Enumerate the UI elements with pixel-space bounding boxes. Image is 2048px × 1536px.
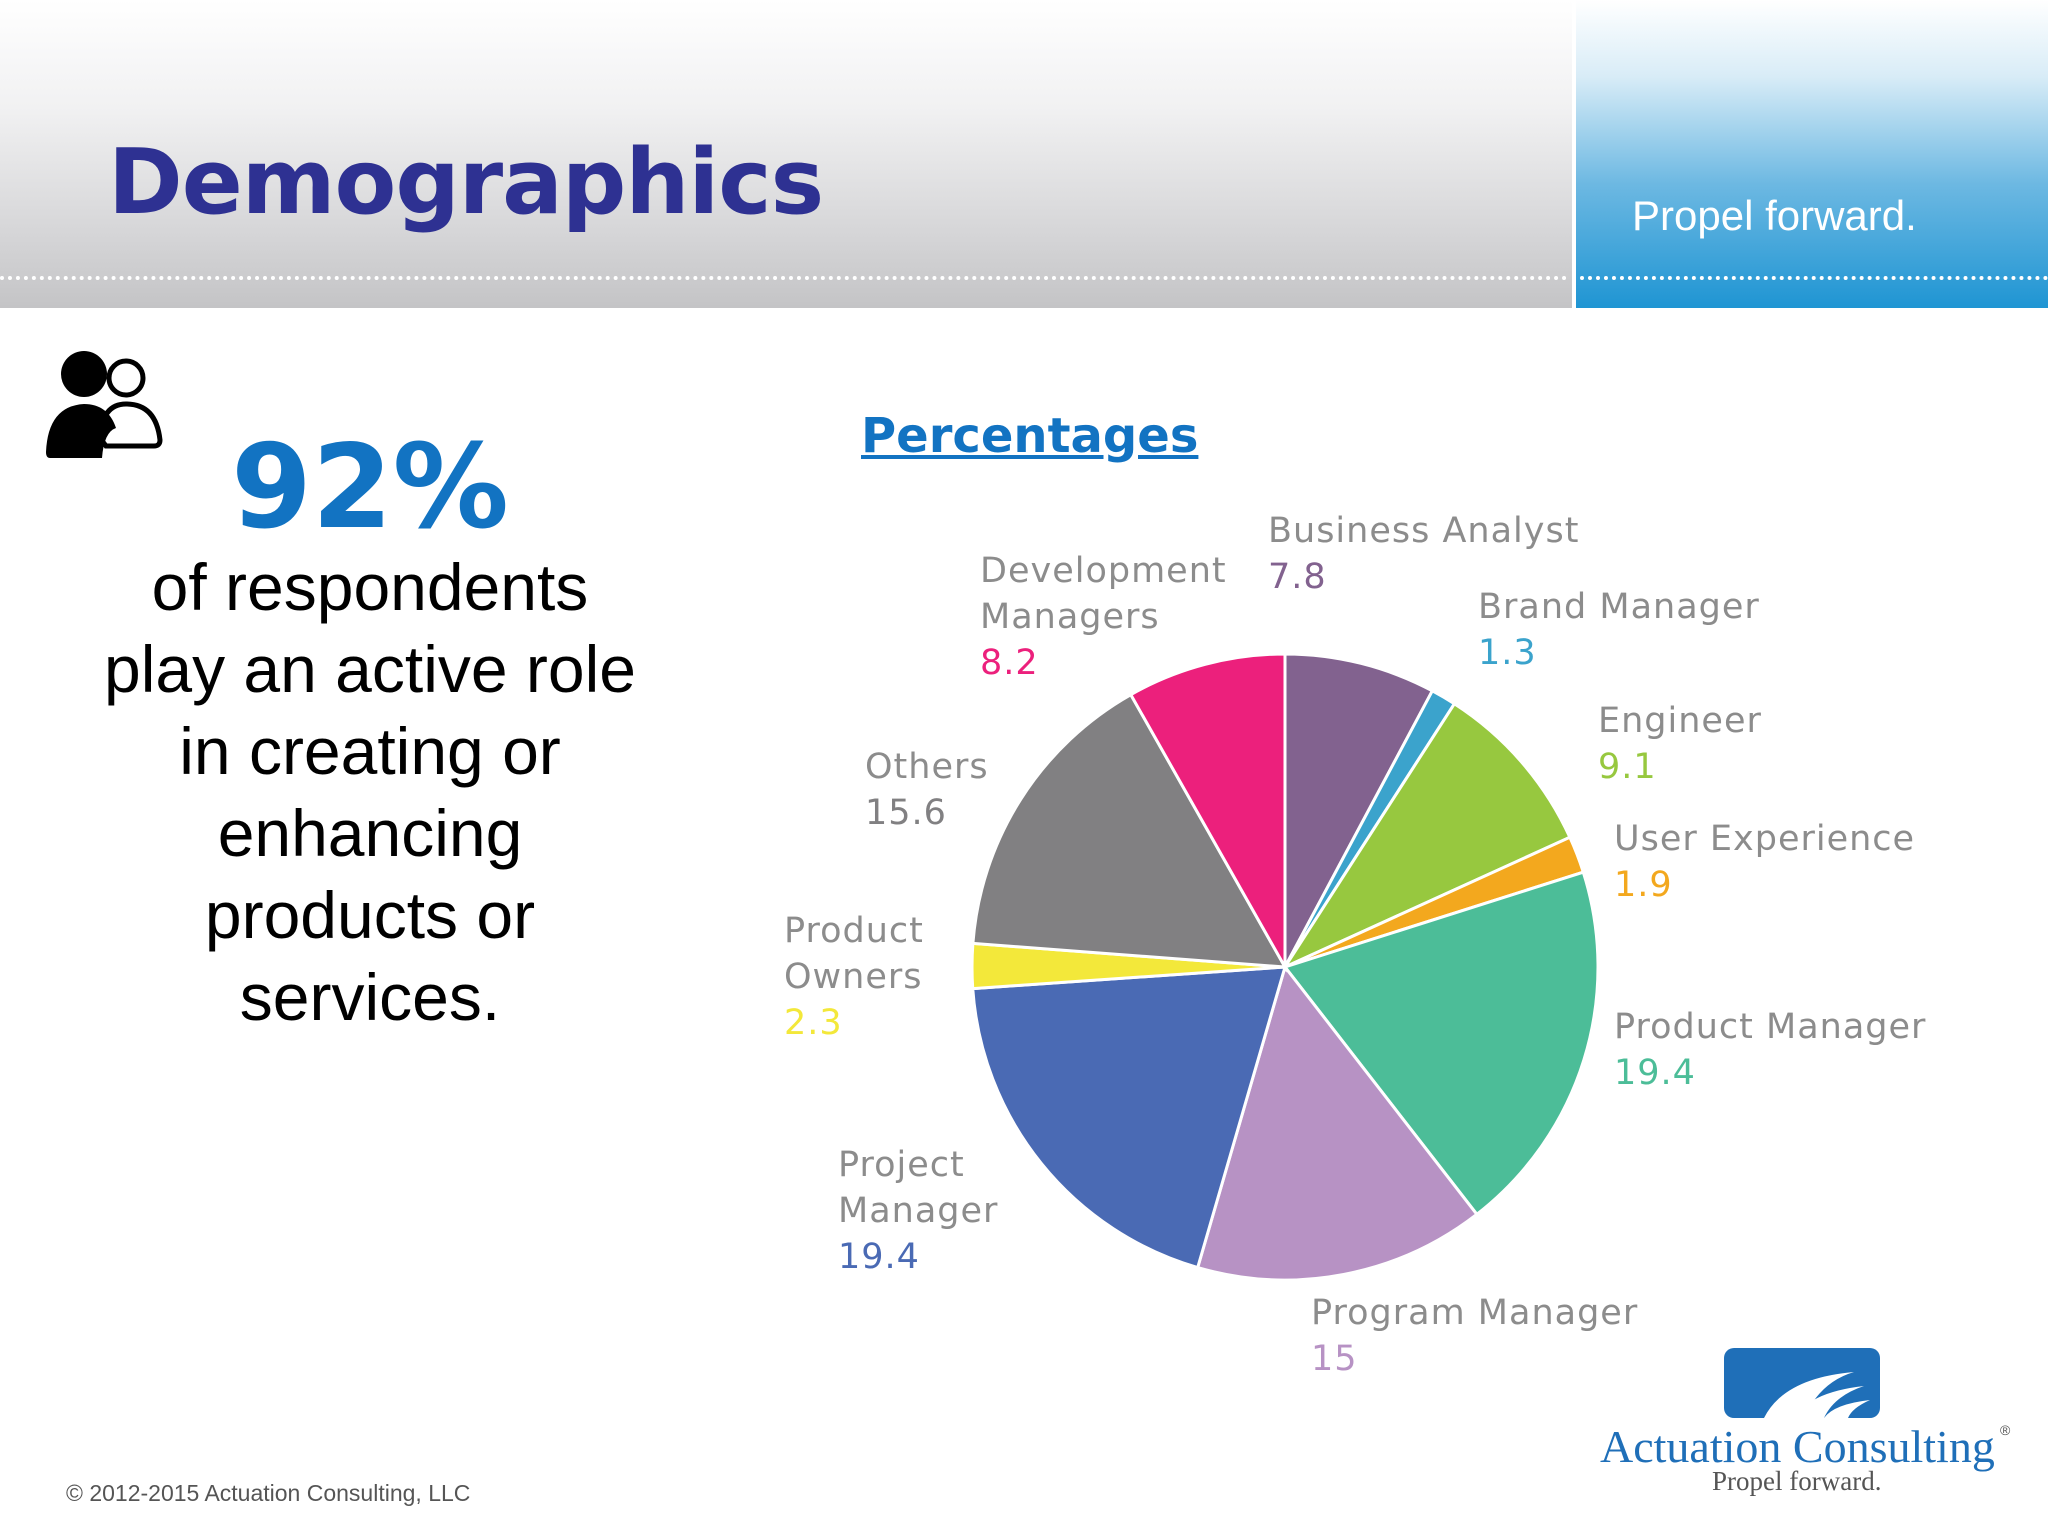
pie-label-name: Engineer [1598,701,1762,741]
pie-label-name: Brand Manager [1478,587,1760,627]
logo-registered-mark: ® [2000,1422,2011,1438]
pie-label-name: Others [865,747,989,787]
pie-slice-product-manager [1282,870,1600,1217]
stat-line: of respondents [151,550,589,624]
logo-swoosh-icon [1724,1348,1880,1418]
stat-line: enhancing [217,796,523,870]
pie-label-name: Product Manager [1614,1007,1927,1047]
page-title: Demographics [108,130,824,235]
pie-label-product-manager: Product Manager 19.4 [1614,1004,1926,1096]
pie-label-name: Development Managers [980,551,1227,637]
pie-label-user-experience: User Experience 1.9 [1614,816,1915,908]
pie-slice-program-manager [1195,963,1479,1282]
copyright-footer: © 2012-2015 Actuation Consulting, LLC [66,1480,471,1506]
pie-slice-development-managers [1128,652,1287,973]
company-logo: Actuation Consulting ® Propel forward. [1600,1348,2020,1498]
header-tagline: Propel forward. [1632,192,1917,239]
pie-label-value: 7.8 [1268,557,1327,597]
pie-label-business-analyst: Business Analyst 7.8 [1268,508,1579,600]
pie-label-engineer: Engineer 9.1 [1598,698,1762,790]
pie-slice-business-analyst [1283,652,1435,968]
stat-value: 92% [231,420,509,555]
chart-title[interactable]: Percentages [861,408,1199,464]
header-dotted-rule [0,276,1568,280]
pie-slice-project-manager [971,965,1288,1270]
pie-label-value: 15 [1311,1339,1358,1379]
pie-label-value: 15.6 [865,793,947,833]
pie-label-product-owners: Product Owners 2.3 [784,908,924,1046]
pie-label-program-manager: Program Manager 15 [1311,1290,1638,1382]
pie-label-name: Business Analyst [1268,511,1580,551]
pie-slice-others [971,692,1288,969]
logo-name: Actuation Consulting [1600,1421,1995,1472]
pie-label-project-manager: Project Manager 19.4 [838,1142,998,1280]
pie-slice-engineer [1280,701,1572,971]
pie-label-value: 19.4 [838,1237,920,1277]
pie-label-name: Project Manager [838,1145,999,1231]
pie-label-name: User Experience [1614,819,1916,859]
stat-description: of respondents play an active role in cr… [70,546,670,1038]
pie-label-name: Program Manager [1311,1293,1639,1333]
stat-line: in creating or [179,714,561,788]
people-icon [46,351,163,458]
pie-label-development-managers: Development Managers 8.2 [980,548,1227,686]
pie-label-value: 19.4 [1614,1053,1696,1093]
stat-line: services. [239,960,501,1034]
header-band [0,0,1572,308]
pie-label-value: 2.3 [784,1003,843,1043]
header-brand-panel [1576,0,2048,308]
header-dotted-rule-right [1580,276,2048,280]
pie-label-brand-manager: Brand Manager 1.3 [1478,584,1760,676]
header-separator [1572,0,1576,308]
pie-label-value: 8.2 [980,643,1039,683]
stat-line: play an active role [104,632,636,706]
stat-line: products or [204,878,536,952]
pie-label-value: 9.1 [1598,747,1657,787]
pie-label-value: 1.9 [1614,865,1673,905]
pie-label-value: 1.3 [1478,633,1537,673]
logo-tagline: Propel forward. [1712,1466,1882,1496]
pie-label-others: Others 15.6 [865,744,989,836]
pie-label-name: Product Owners [784,911,924,997]
